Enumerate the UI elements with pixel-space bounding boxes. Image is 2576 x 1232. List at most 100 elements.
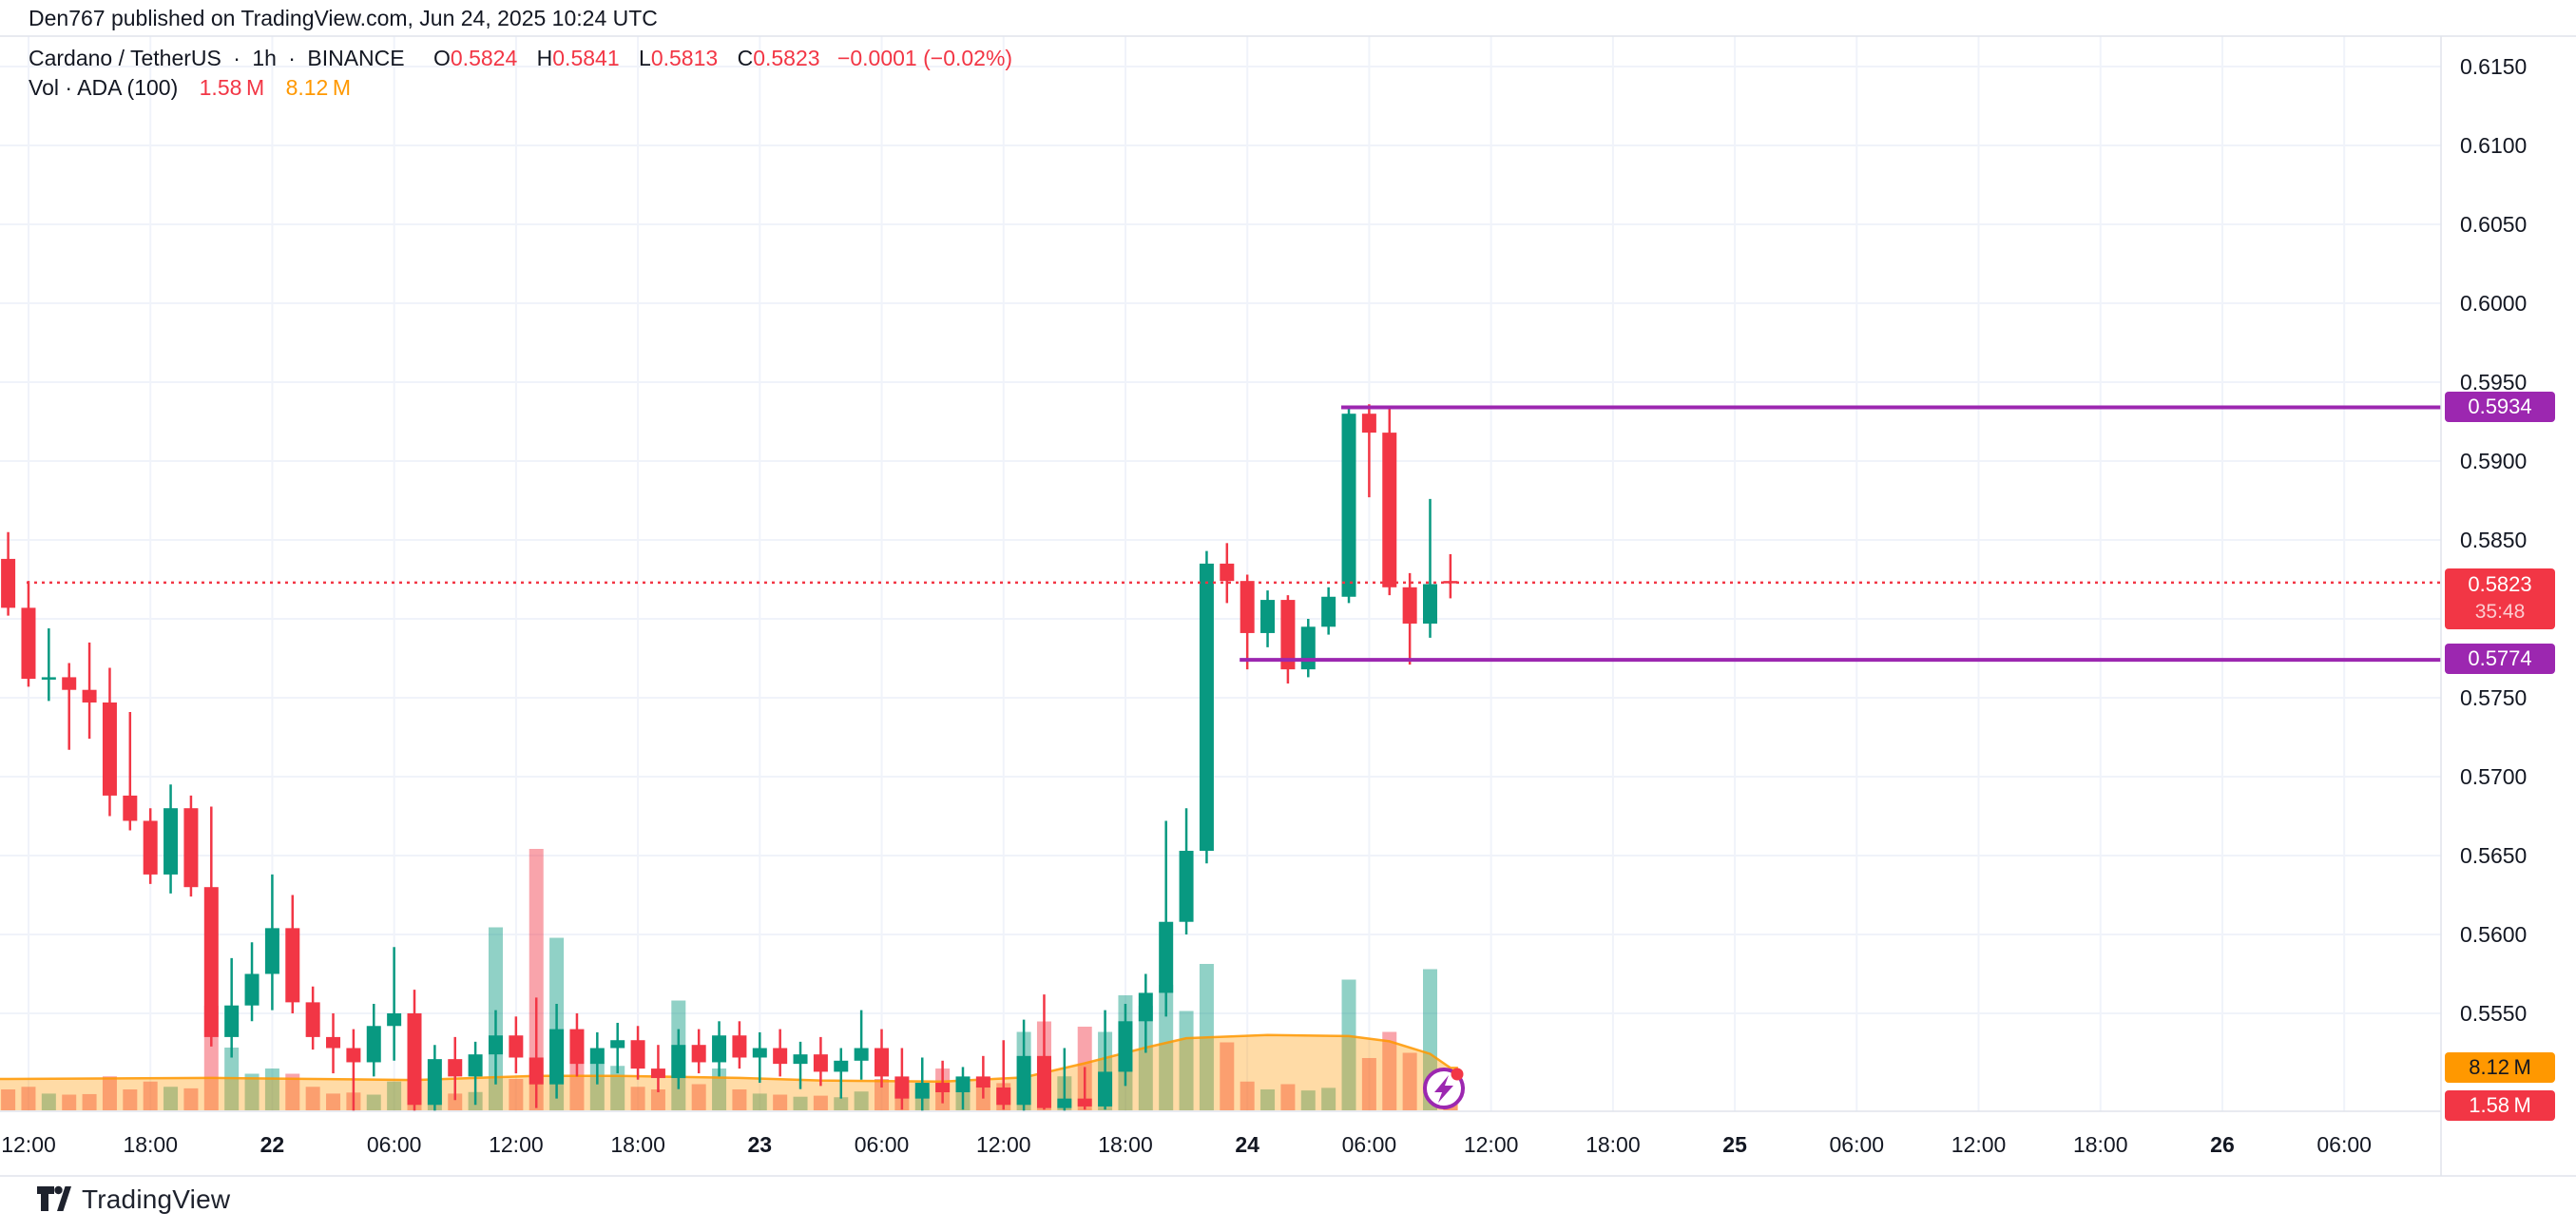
interval-label[interactable]: 1h [252,46,277,70]
volume-bar [244,1073,260,1110]
volume-bar [813,1095,828,1110]
close-key: C [737,46,754,70]
time-axis-label: 06:00 [2316,1132,2372,1157]
candle-body [975,1076,990,1088]
volume-bar [712,1068,727,1110]
candle-body [671,1045,686,1079]
boost-flash-icon[interactable] [1423,1068,1465,1109]
price-axis-label: 0.5900 [2460,449,2528,473]
candle-body [1382,433,1397,587]
volume-indicator-label[interactable]: Vol · ADA (100) [29,75,179,100]
price-axis-label: 0.5750 [2460,685,2528,710]
volume-bar [1361,1058,1376,1110]
candle-body [102,702,117,796]
candle-body [387,1013,402,1027]
candle-body [875,1048,890,1077]
volume-ma-badge: 8.12 M [2445,1052,2555,1084]
exchange-label: BINANCE [307,46,405,70]
volume-bar [285,1073,300,1110]
candle-body [123,795,138,821]
candle-body [712,1035,727,1063]
time-axis-label: 18:00 [1098,1132,1153,1157]
bar-countdown: 35:48 [2474,600,2526,623]
candle-body [549,1029,565,1085]
high-key: H [536,46,553,70]
volume-bar [143,1081,158,1110]
high-value: 0.5841 [552,46,620,70]
candle-body [854,1048,869,1061]
volume-bar [1138,1006,1153,1110]
price-axis-label: 0.5650 [2460,843,2528,868]
candle-body [894,1076,910,1099]
candle-body [244,973,260,1006]
volume-bar [1280,1084,1296,1110]
time-axis-label: 06:00 [1829,1132,1885,1157]
candle-body [914,1083,930,1099]
level-price-badge: 0.5934 [2445,391,2555,422]
candle-body [589,1048,605,1065]
candle-body [305,1002,320,1037]
candle-body [1199,563,1214,852]
volume-bar [1220,1042,1235,1110]
candle-body [955,1076,971,1092]
candle-body [346,1048,361,1063]
candle-body [448,1059,463,1077]
time-axis-label: 24 [1235,1132,1259,1157]
candle-body [1361,414,1376,433]
candle-body [326,1036,341,1049]
volume-bar [366,1094,381,1110]
candle-body [569,1029,585,1065]
candle-body [1260,600,1276,633]
volume-bar [123,1089,138,1110]
volume-bar [387,1081,402,1110]
candle-body [1016,1055,1031,1106]
tradingview-logo-icon[interactable] [36,1185,72,1214]
volume-ma-area [0,1034,1458,1110]
price-axis-label: 0.5550 [2460,1001,2528,1026]
volume-bar [62,1094,77,1110]
volume-bar [793,1096,808,1110]
time-axis-label: 18:00 [610,1132,665,1157]
candle-body [773,1048,788,1065]
time-axis-label: 06:00 [1341,1132,1397,1157]
price-axis-label: 0.6100 [2460,133,2528,158]
time-axis-label: 18:00 [2072,1132,2128,1157]
volume-bar [326,1093,341,1110]
candle-body [732,1035,747,1058]
candle-body [1,558,16,608]
volume-bar [183,1088,199,1110]
candle-body [1220,563,1235,582]
candle-body [468,1054,483,1077]
volume-current-badge: 1.58 M [2445,1090,2555,1122]
time-axis-label: 22 [260,1132,285,1157]
volume-bar [41,1093,56,1110]
tradingview-footer: TradingView [36,1184,230,1215]
volume-bar [834,1097,849,1110]
time-axis-label: 12:00 [975,1132,1031,1157]
volume-bar [305,1087,320,1110]
price-axis-label: 0.6000 [2460,291,2528,316]
volume-bar [1402,1052,1417,1110]
current-price-badge: 0.5823 35:48 [2445,568,2555,629]
time-axis-label: 12:00 [1463,1132,1519,1157]
candle-body [1159,921,1174,993]
candle-body [203,887,219,1037]
price-axis-label: 0.5600 [2460,922,2528,947]
candle-body [1179,851,1194,922]
open-value: 0.5824 [450,46,518,70]
publish-header: Den767 published on TradingView.com, Jun… [29,6,658,30]
time-axis-label: 12:00 [1,1132,56,1157]
symbol-name[interactable]: Cardano / TetherUS [29,46,221,70]
volume-bar [529,849,544,1110]
tradingview-logo-text[interactable]: TradingView [82,1184,231,1214]
volume-bar [82,1093,97,1110]
candle-body [630,1040,645,1069]
candle-body [264,928,279,974]
candle-body [427,1059,442,1106]
candle-body [62,677,77,690]
level-price-badge: 0.5774 [2445,644,2555,675]
volume-bar [732,1089,747,1110]
candle-body [752,1048,767,1058]
candle-body [509,1035,524,1058]
